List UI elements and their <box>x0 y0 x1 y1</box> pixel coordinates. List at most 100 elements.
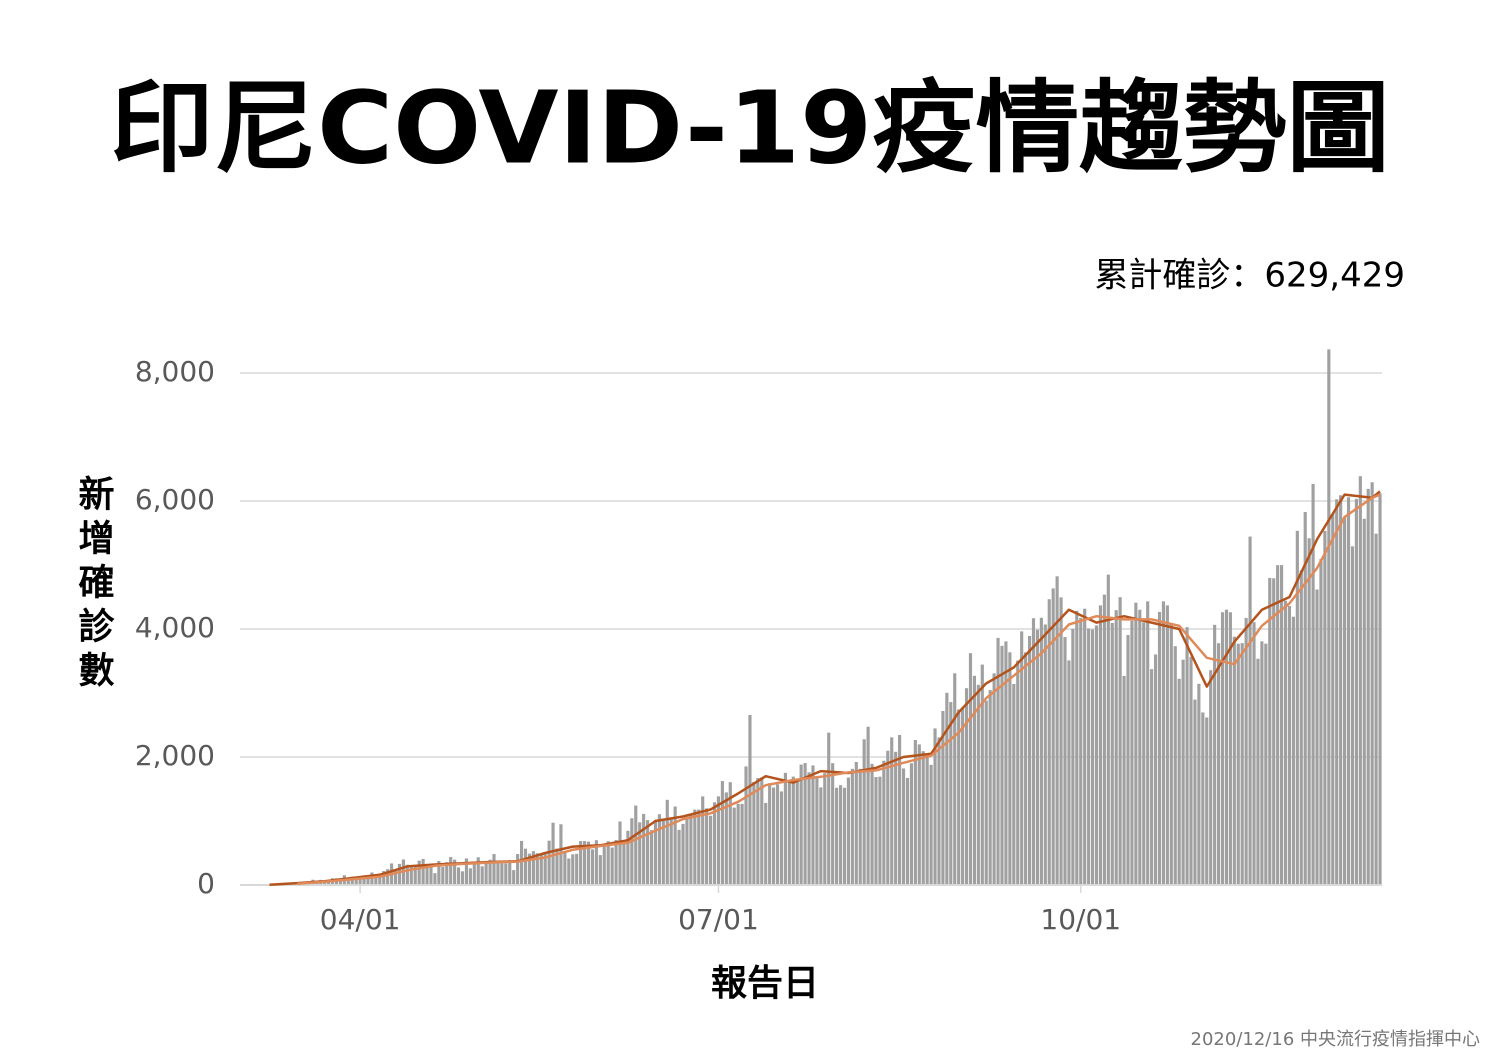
bar <box>673 806 677 885</box>
bar <box>819 787 823 885</box>
bar <box>740 803 744 885</box>
bar <box>1236 643 1240 885</box>
bar <box>1181 659 1185 885</box>
bar <box>519 840 524 885</box>
bar <box>1197 683 1201 885</box>
bar <box>539 853 543 885</box>
bar <box>1090 629 1095 885</box>
bar <box>1177 678 1181 885</box>
bar <box>405 864 409 885</box>
bar <box>559 824 563 885</box>
bar <box>1035 629 1040 885</box>
bar <box>732 807 736 885</box>
bar <box>1071 628 1075 885</box>
bar <box>886 750 890 885</box>
bar <box>618 821 622 885</box>
bar <box>953 673 957 885</box>
bar <box>1299 570 1303 885</box>
bar <box>1280 565 1284 885</box>
bar <box>1047 599 1051 885</box>
bar <box>1114 610 1118 885</box>
bar <box>649 830 654 885</box>
bar <box>890 737 894 885</box>
bar <box>1142 622 1146 885</box>
bar <box>783 772 787 885</box>
bar <box>988 690 992 885</box>
y-axis-label: 新增確診數 <box>73 475 115 695</box>
bar <box>972 675 976 885</box>
bar <box>913 739 917 885</box>
bar <box>1146 601 1150 885</box>
bar <box>1169 624 1173 885</box>
bar <box>1252 622 1256 885</box>
bar <box>327 880 331 885</box>
bar <box>523 848 528 885</box>
bar <box>1205 717 1209 885</box>
bar <box>941 710 945 885</box>
bar <box>1311 483 1315 885</box>
bar <box>449 857 453 885</box>
bar <box>1272 578 1276 885</box>
bar <box>870 763 874 885</box>
bar <box>1008 652 1012 885</box>
bar <box>689 813 693 885</box>
bar <box>1138 609 1142 885</box>
bar <box>1339 495 1343 885</box>
bar <box>744 766 748 885</box>
bar <box>1315 589 1319 885</box>
bar <box>598 855 602 885</box>
bar <box>1000 645 1004 885</box>
bar <box>393 870 398 885</box>
bar <box>724 792 728 885</box>
bar <box>527 853 532 885</box>
bar <box>1094 625 1099 885</box>
bar <box>429 864 433 885</box>
bar <box>693 809 697 885</box>
bar <box>358 877 362 885</box>
bar <box>646 820 650 885</box>
bar <box>1079 617 1083 885</box>
bar <box>626 830 630 885</box>
bar <box>1004 641 1008 885</box>
bar <box>445 862 449 885</box>
bar <box>775 784 780 885</box>
bar <box>1150 669 1154 885</box>
bar <box>894 751 898 885</box>
bar <box>441 866 445 885</box>
bar <box>1087 628 1091 885</box>
bar <box>653 819 658 885</box>
bar <box>1283 600 1288 885</box>
bar <box>1161 601 1166 885</box>
bar <box>338 878 342 885</box>
bar <box>752 781 756 885</box>
bar <box>531 851 535 885</box>
bar <box>567 858 571 885</box>
bar <box>701 796 705 885</box>
bar <box>1362 518 1366 885</box>
bar <box>1110 622 1114 885</box>
bar <box>823 773 827 885</box>
bar <box>669 818 673 885</box>
bar <box>1102 594 1106 885</box>
bar <box>1027 635 1032 885</box>
bar <box>1303 512 1307 885</box>
bar <box>1374 533 1378 885</box>
bar <box>642 813 646 885</box>
bar <box>1106 574 1110 885</box>
trend-line <box>297 493 1381 885</box>
bar <box>1366 488 1370 885</box>
x-axis-label: 報告日 <box>711 963 819 1004</box>
bar <box>1201 712 1205 885</box>
bar <box>795 779 799 885</box>
bar <box>917 744 921 885</box>
bar <box>728 782 732 885</box>
bar <box>1063 637 1067 885</box>
bar <box>500 863 504 885</box>
bar <box>468 868 472 885</box>
bar <box>685 817 689 885</box>
bar <box>362 875 366 885</box>
bar <box>921 751 925 885</box>
annotation: 累計確診：629,429 <box>1094 256 1405 296</box>
bar <box>681 823 685 885</box>
